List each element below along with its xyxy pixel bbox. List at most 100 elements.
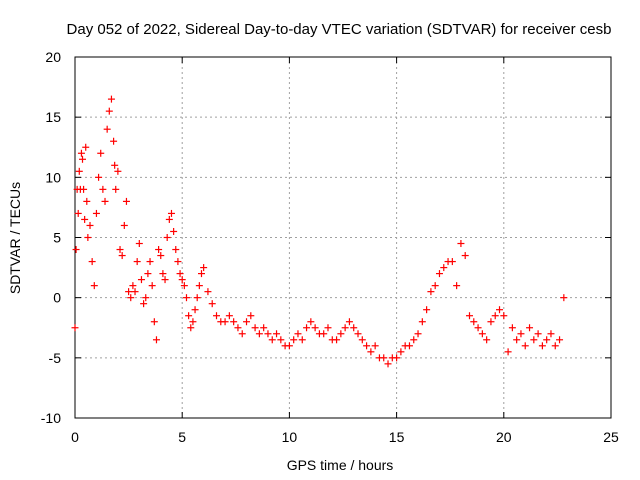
- data-point: [414, 330, 422, 338]
- data-point: [423, 306, 431, 314]
- data-point: [260, 324, 268, 332]
- data-point: [410, 336, 418, 344]
- data-point: [230, 318, 238, 326]
- data-point: [324, 324, 332, 332]
- data-point: [133, 258, 141, 266]
- data-point: [453, 282, 461, 290]
- data-point: [461, 252, 469, 260]
- data-point: [125, 288, 133, 296]
- data-point: [294, 330, 302, 338]
- data-point: [178, 276, 186, 284]
- data-point: [176, 270, 184, 278]
- data-point: [474, 324, 482, 332]
- data-point: [547, 330, 555, 338]
- data-point: [405, 342, 413, 350]
- data-point: [277, 336, 285, 344]
- data-point: [103, 125, 111, 133]
- data-point: [345, 318, 353, 326]
- plot-frame: [74, 56, 612, 419]
- data-point: [71, 324, 79, 332]
- data-point: [303, 324, 311, 332]
- data-point: [80, 185, 88, 193]
- data-point: [465, 312, 473, 320]
- data-point: [427, 288, 435, 296]
- data-point: [155, 246, 163, 254]
- data-point: [101, 197, 109, 205]
- x-tick-label: 5: [178, 429, 186, 445]
- data-point: [174, 258, 182, 266]
- data-point: [150, 318, 158, 326]
- data-point: [90, 282, 98, 290]
- data-point: [83, 197, 91, 205]
- data-point: [251, 324, 259, 332]
- data-point: [311, 324, 319, 332]
- data-point: [431, 282, 439, 290]
- data-point: [508, 324, 516, 332]
- data-point: [513, 336, 521, 344]
- data-point: [163, 234, 171, 241]
- data-point: [120, 221, 128, 229]
- data-point: [97, 149, 105, 157]
- data-point: [122, 197, 130, 205]
- data-point: [187, 324, 195, 332]
- data-point: [307, 318, 315, 326]
- data-point: [384, 360, 392, 368]
- data-point: [193, 294, 201, 302]
- y-tick-label: 15: [45, 109, 61, 125]
- data-point: [131, 288, 139, 296]
- data-point: [191, 306, 199, 314]
- data-point: [195, 282, 203, 290]
- data-point: [440, 264, 448, 272]
- data-point: [397, 348, 405, 356]
- data-point: [105, 107, 113, 115]
- data-point: [483, 336, 491, 344]
- data-point: [161, 276, 169, 284]
- grid: [74, 56, 612, 419]
- data-point: [290, 336, 298, 344]
- data-point: [543, 336, 551, 344]
- data-point: [273, 330, 281, 338]
- y-tick-label: 5: [53, 230, 61, 246]
- data-point: [504, 348, 512, 356]
- data-point: [189, 318, 197, 326]
- data-point: [140, 300, 148, 308]
- data-point: [72, 246, 80, 254]
- data-point: [551, 342, 559, 350]
- data-point: [185, 312, 193, 320]
- data-point: [367, 348, 375, 356]
- data-point: [165, 215, 173, 223]
- y-tick-label: 10: [45, 169, 61, 185]
- data-point: [560, 294, 568, 302]
- data-point: [298, 336, 306, 344]
- data-point: [79, 155, 87, 163]
- data-point: [200, 264, 208, 272]
- data-point: [457, 240, 465, 248]
- data-point: [243, 318, 251, 326]
- data-point: [448, 258, 456, 266]
- data-point: [204, 288, 212, 296]
- data-point: [285, 342, 293, 350]
- axes: [74, 56, 612, 419]
- data-point: [521, 342, 529, 350]
- y-tick-label: -10: [41, 410, 61, 426]
- data-point: [500, 312, 508, 320]
- data-point: [74, 209, 82, 217]
- data-point: [95, 173, 103, 181]
- data-point: [255, 330, 263, 338]
- data-point: [530, 336, 538, 344]
- data-point: [341, 324, 349, 332]
- data-point: [534, 330, 542, 338]
- data-point: [354, 330, 362, 338]
- data-point: [148, 282, 156, 290]
- data-point: [268, 336, 276, 344]
- data-point: [526, 324, 534, 332]
- data-point: [247, 312, 255, 320]
- data-point: [144, 270, 152, 278]
- data-point: [182, 294, 190, 302]
- data-point: [129, 282, 137, 290]
- data-point: [470, 318, 478, 326]
- data-point: [333, 336, 341, 344]
- data-point: [142, 294, 150, 302]
- data-point: [88, 258, 96, 266]
